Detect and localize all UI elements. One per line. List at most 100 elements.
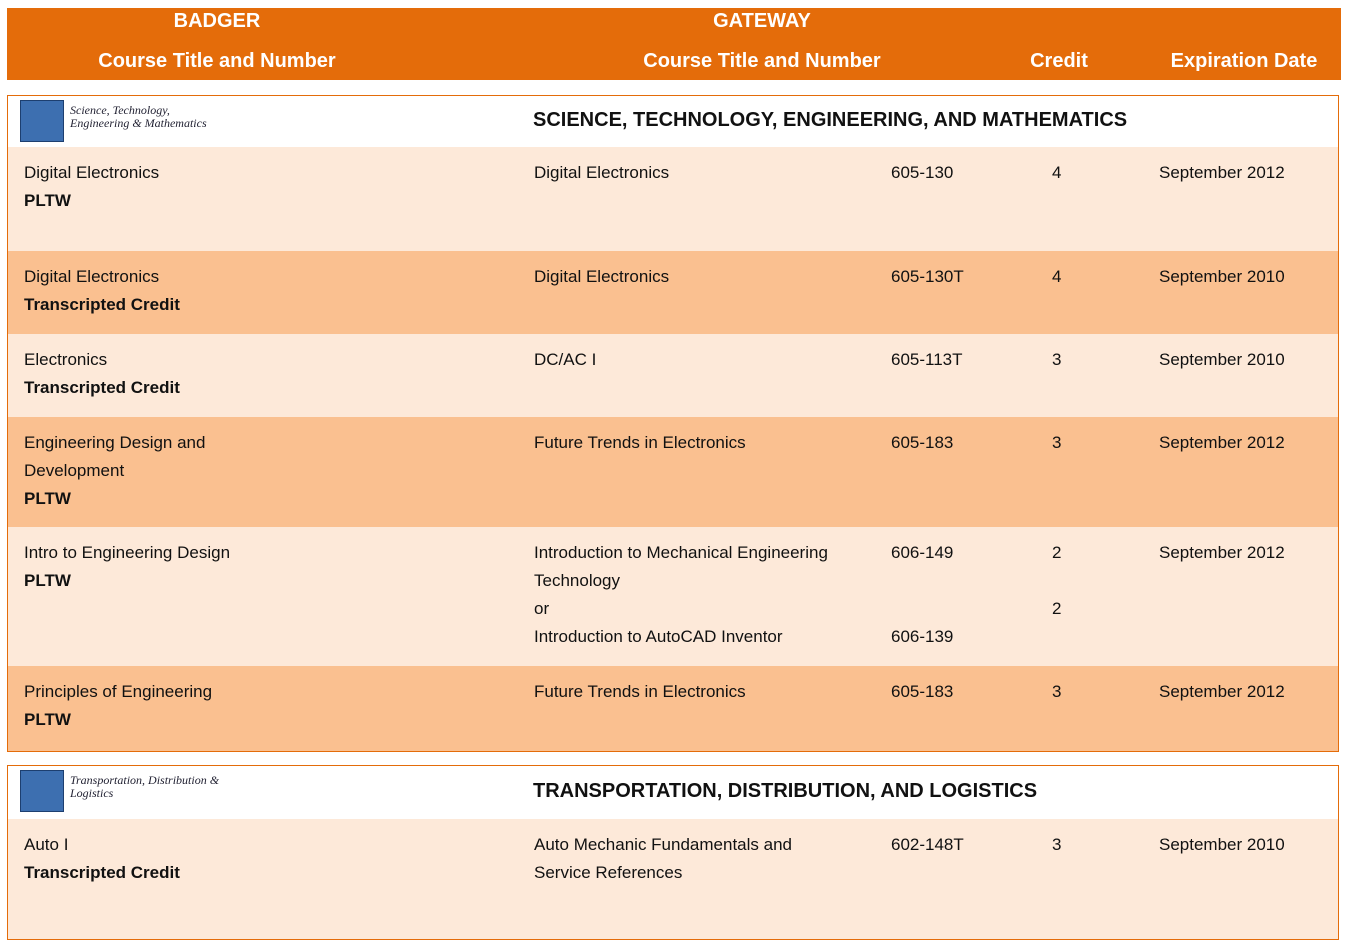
course-number: 605-130 bbox=[891, 159, 953, 187]
credit-value: 3 bbox=[1052, 433, 1062, 452]
section-title: SCIENCE, TECHNOLOGY, ENGINEERING, AND MA… bbox=[533, 108, 1128, 131]
credit: 3 bbox=[1052, 346, 1061, 374]
row: Digital Electronics PLTW Digital Electroni… bbox=[8, 147, 1338, 251]
expiration: September 2012 bbox=[1159, 163, 1285, 182]
header-text: Course Title and Number bbox=[643, 50, 881, 72]
number: 605-130 bbox=[891, 163, 954, 182]
number: 605-183 bbox=[891, 682, 954, 701]
course-number: 605-113T bbox=[891, 346, 963, 374]
badger-type: Transcripted Credit bbox=[24, 863, 180, 882]
gateway-course: Introduction to Mechanical Engineering T… bbox=[534, 539, 834, 651]
credit-value: 3 bbox=[1052, 835, 1062, 854]
badger-title: Auto I bbox=[24, 835, 69, 854]
badger-course: Electronics Transcripted Credit bbox=[24, 346, 304, 402]
row: Auto I Transcripted Credit Auto Mechanic F… bbox=[8, 819, 1338, 939]
credit: 3 bbox=[1052, 429, 1061, 457]
logo-text: Transportation, Distribution & Logistics bbox=[70, 773, 220, 800]
gateway-title: Introduction to Mechanical Engineering T… bbox=[534, 543, 828, 590]
number: 606-139 bbox=[891, 627, 954, 646]
logo: Transportation, Distribution & Logistics bbox=[20, 770, 250, 812]
badger-type: PLTW bbox=[24, 191, 71, 210]
header-text: Credit bbox=[1030, 50, 1088, 72]
badger-title: Intro to Engineering Design bbox=[24, 543, 231, 562]
gateway-course: Future Trends in Electronics bbox=[534, 678, 834, 706]
gateway-title: Introduction to AutoCAD Inventor bbox=[534, 627, 783, 646]
credit-value: 4 bbox=[1052, 163, 1062, 182]
badger-type: PLTW bbox=[24, 710, 71, 729]
course-number: 602-148T bbox=[891, 831, 964, 859]
gateway-course: DC/AC I bbox=[534, 346, 834, 374]
number: 602-148T bbox=[891, 835, 964, 854]
number: 605-130T bbox=[891, 267, 964, 286]
section-header: Transportation, Distribution & Logistics… bbox=[8, 766, 1338, 819]
header-text: Course Title and Number bbox=[98, 50, 336, 72]
gateway-title: Future Trends in Electronics bbox=[534, 433, 746, 452]
course-number: 605-183 bbox=[891, 678, 953, 706]
row: Principles of Engineering PLTW Future Tren… bbox=[8, 666, 1338, 751]
page: BADGER Course Title and Number GATEWAY C… bbox=[7, 8, 1341, 940]
badger-type: Transcripted Credit bbox=[24, 378, 180, 397]
gateway-course: Auto Mechanic Fundamentals and Service R… bbox=[534, 831, 834, 887]
course-number: 605-183 bbox=[891, 429, 953, 457]
badger-type: PLTW bbox=[24, 571, 71, 590]
expiration: September 2012 bbox=[1159, 682, 1285, 701]
number: 605-183 bbox=[891, 433, 954, 452]
section-title: TRANSPORTATION, DISTRIBUTION, AND LOGIST… bbox=[533, 779, 1038, 802]
gateway-title: Digital Electronics bbox=[534, 267, 670, 286]
gateway-course: Digital Electronics bbox=[534, 159, 834, 187]
course-number: 605-130T bbox=[891, 263, 964, 291]
gateway-title: Digital Electronics bbox=[534, 163, 670, 182]
logo: Science, Technology, Engineering & Mathe… bbox=[20, 100, 250, 142]
gateway-course: Digital Electronics bbox=[534, 263, 834, 291]
badger-type: PLTW bbox=[24, 489, 71, 508]
logo-icon bbox=[20, 100, 64, 142]
gateway-title: DC/AC I bbox=[534, 350, 597, 369]
gateway-title: Auto Mechanic Fundamentals and Service R… bbox=[534, 835, 792, 882]
badger-type: Transcripted Credit bbox=[24, 295, 180, 314]
rows: Auto I Transcripted Credit Auto Mechanic F… bbox=[8, 819, 1338, 939]
badger-course: Digital Electronics Transcripted Credit bbox=[24, 263, 304, 319]
expiration: September 2012 bbox=[1159, 433, 1285, 452]
expiration: September 2012 bbox=[1159, 543, 1285, 562]
course-number: 606-149 606-139 bbox=[891, 539, 953, 651]
section: Science, Technology, Engineering & Mathe… bbox=[7, 95, 1339, 752]
rows: Digital Electronics PLTW Digital Electroni… bbox=[8, 147, 1338, 751]
header-text: Expiration Date bbox=[1170, 50, 1318, 72]
credit: 4 bbox=[1052, 159, 1061, 187]
row: Electronics Transcripted Credit DC/AC I 605… bbox=[8, 334, 1338, 417]
credit-value: 2 bbox=[1052, 599, 1062, 618]
gateway-title: Future Trends in Electronics bbox=[534, 682, 746, 701]
credit-value: 3 bbox=[1052, 350, 1062, 369]
header-text: GATEWAY bbox=[713, 10, 811, 32]
badger-title: Principles of Engineering bbox=[24, 682, 213, 701]
credit-value: 4 bbox=[1052, 267, 1062, 286]
badger-title: Digital Electronics bbox=[24, 267, 160, 286]
badger-title: Digital Electronics bbox=[24, 163, 160, 182]
section-header: Science, Technology, Engineering & Mathe… bbox=[8, 96, 1338, 147]
badger-course: Digital Electronics PLTW bbox=[24, 159, 304, 215]
row: Digital Electronics Transcripted Credit Di… bbox=[8, 251, 1338, 334]
credit: 4 bbox=[1052, 263, 1061, 291]
number: 605-113T bbox=[891, 350, 963, 369]
number: 606-149 bbox=[891, 543, 954, 562]
badger-course: Auto I Transcripted Credit bbox=[24, 831, 304, 887]
credit-value: 3 bbox=[1052, 682, 1062, 701]
header-text: BADGER bbox=[173, 10, 261, 32]
badger-course: Principles of Engineering PLTW bbox=[24, 678, 304, 734]
logo-icon bbox=[20, 770, 64, 812]
credit-value: 2 bbox=[1052, 543, 1062, 562]
badger-title: Engineering Design and Development bbox=[24, 433, 206, 480]
badger-title: Electronics bbox=[24, 350, 108, 369]
expiration: September 2010 bbox=[1159, 350, 1285, 369]
row: Intro to Engineering Design PLTW Introduct… bbox=[8, 527, 1338, 666]
table-header: BADGER Course Title and Number GATEWAY C… bbox=[7, 8, 1341, 80]
expiration: September 2010 bbox=[1159, 835, 1285, 854]
badger-course: Engineering Design and Development PLTW bbox=[24, 429, 304, 513]
badger-course: Intro to Engineering Design PLTW bbox=[24, 539, 304, 595]
credit: 3 bbox=[1052, 678, 1061, 706]
expiration: September 2010 bbox=[1159, 267, 1285, 286]
gateway-course: Future Trends in Electronics bbox=[534, 429, 834, 457]
logo-text: Science, Technology, Engineering & Mathe… bbox=[70, 103, 207, 130]
gateway-title: or bbox=[534, 599, 550, 618]
